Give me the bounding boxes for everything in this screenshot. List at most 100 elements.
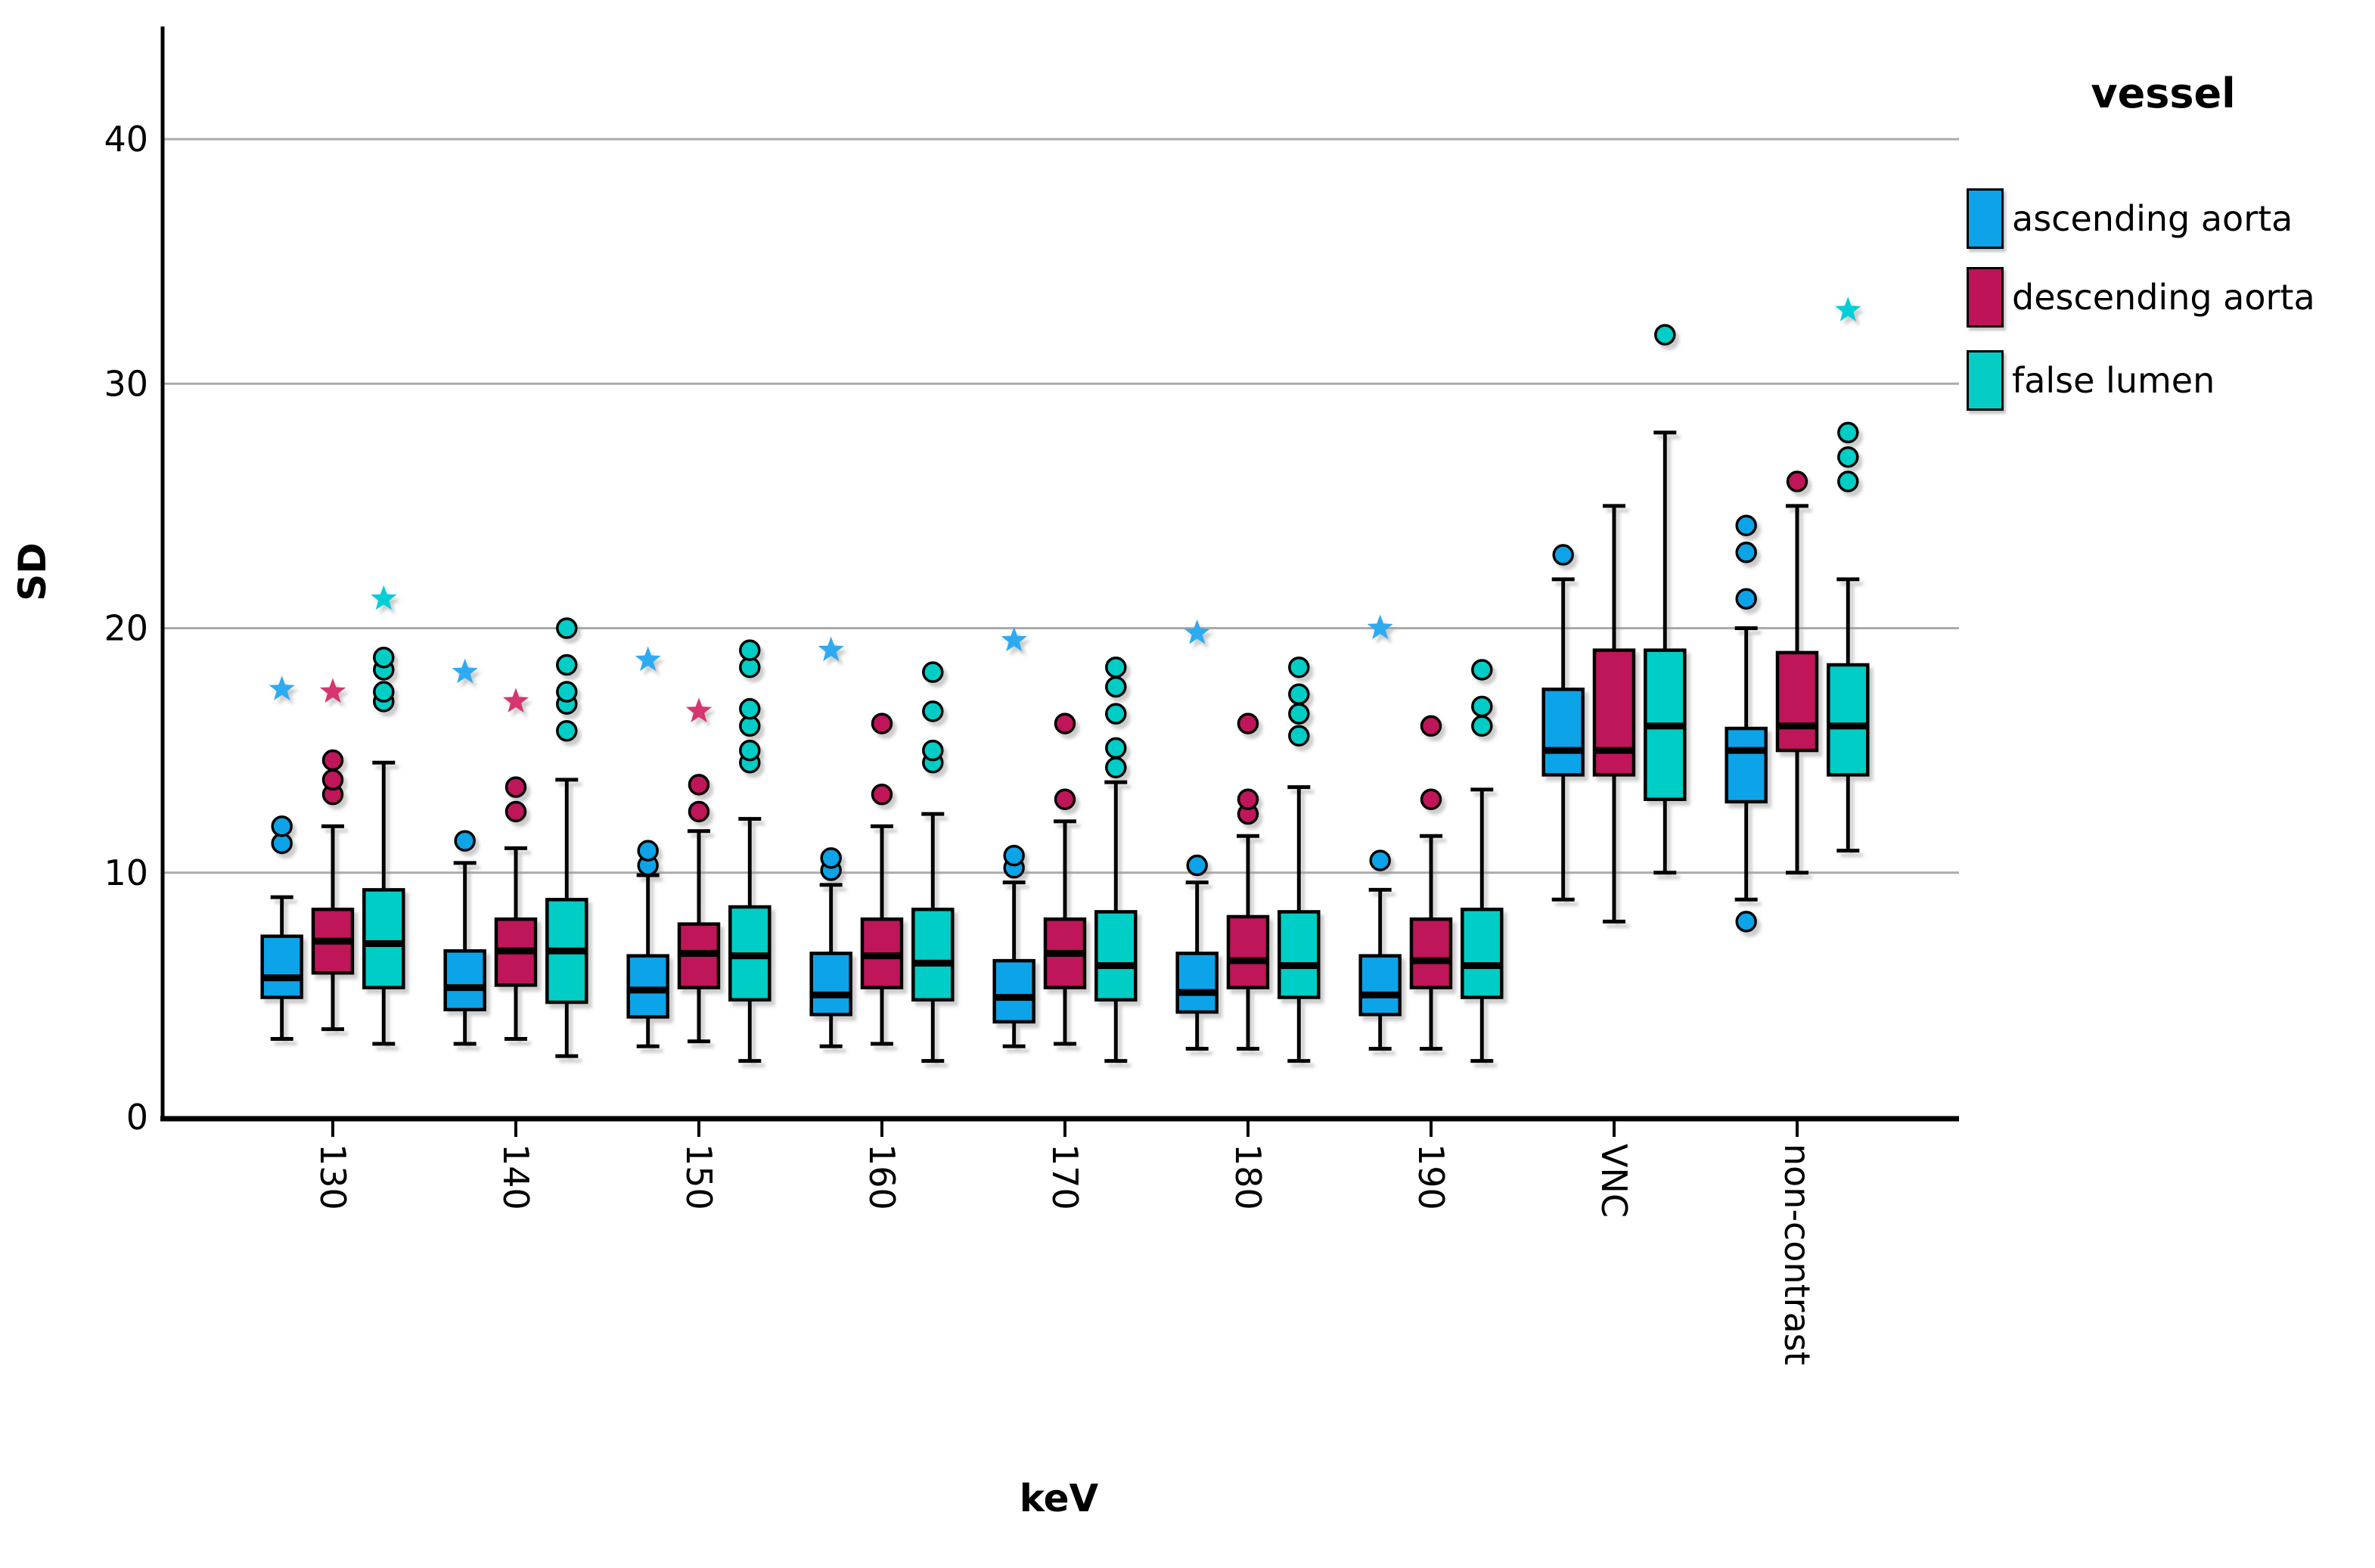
median-line: [1462, 962, 1502, 970]
box-descending-aorta-140: [494, 688, 538, 1042]
outlier-false-lumen-140: [556, 720, 578, 742]
x-tick-label-VNC: VNC: [1594, 1144, 1635, 1218]
outlier-false-lumen-170: [1105, 703, 1127, 725]
iqr-box: [1461, 907, 1504, 999]
iqr-box: [260, 934, 303, 999]
median-line: [628, 986, 668, 994]
median-line: [313, 937, 352, 945]
outlier-false-lumen-160: [922, 739, 944, 762]
box-ascending-aorta-170: [992, 626, 1035, 1048]
median-line: [679, 949, 719, 957]
outlier-false-lumen-160: [922, 700, 944, 722]
outlier-ascending-aorta-140: [454, 830, 476, 852]
iqr-box: [809, 952, 852, 1017]
group-VNC: [1541, 324, 1687, 924]
box-ascending-aorta-160: [809, 636, 852, 1048]
y-tick-label-10: 10: [104, 852, 148, 893]
outlier-false-lumen-180: [1288, 725, 1310, 747]
x-tick-label-170: 170: [1045, 1144, 1085, 1210]
extreme-star-ascending-aorta-180: [1184, 619, 1210, 644]
box-descending-aorta-160: [860, 713, 904, 1046]
outlier-descending-aorta-180: [1237, 713, 1259, 734]
extreme-star-false-lumen-non-contrast: [1835, 297, 1861, 321]
median-line: [1828, 722, 1868, 730]
outlier-false-lumen-non-contrast: [1837, 470, 1859, 492]
outlier-ascending-aorta-non-contrast: [1735, 588, 1757, 610]
outlier-false-lumen-180: [1288, 656, 1310, 678]
x-tick-label-130: 130: [312, 1144, 353, 1210]
box-false-lumen-VNC: [1644, 324, 1687, 875]
group-190: [1358, 614, 1504, 1063]
outlier-ascending-aorta-130: [271, 815, 293, 837]
y-tick-label-40: 40: [104, 119, 148, 160]
outlier-false-lumen-190: [1471, 715, 1493, 737]
legend-swatch-false-lumen: [1967, 350, 2004, 411]
outlier-ascending-aorta-170: [1003, 844, 1025, 867]
iqr-box: [1358, 954, 1402, 1017]
median-line: [1777, 722, 1817, 730]
box-descending-aorta-190: [1409, 715, 1453, 1051]
outlier-false-lumen-180: [1288, 703, 1310, 725]
axes: 0 10 20 30 40 130 140 150 160 170 180 190 VNC non-con…: [104, 26, 1959, 1365]
outlier-descending-aorta-140: [504, 776, 527, 798]
legend-title: vessel: [2091, 70, 2236, 117]
outlier-false-lumen-VNC: [1654, 324, 1676, 346]
outlier-false-lumen-150: [739, 739, 761, 762]
outlier-false-lumen-170: [1105, 675, 1127, 698]
y-tick-label-30: 30: [104, 363, 148, 404]
outlier-false-lumen-non-contrast: [1837, 421, 1859, 444]
outlier-ascending-aorta-150: [637, 840, 659, 862]
box-descending-aorta-VNC: [1592, 504, 1636, 924]
outlier-ascending-aorta-160: [820, 847, 842, 869]
box-ascending-aorta-190: [1358, 614, 1402, 1051]
y-tick-label-0: 0: [126, 1097, 148, 1138]
box-false-lumen-190: [1461, 659, 1504, 1063]
iqr-box: [362, 888, 405, 989]
median-line: [496, 947, 536, 955]
outlier-false-lumen-190: [1471, 659, 1493, 681]
box-false-lumen-150: [728, 639, 771, 1063]
median-line: [730, 952, 770, 960]
median-line: [1228, 957, 1268, 964]
group-non-contrast: [1725, 297, 1870, 933]
outlier-false-lumen-180: [1288, 683, 1310, 706]
median-line: [1645, 722, 1685, 730]
x-tick-label-non-contrast: non-contrast: [1777, 1144, 1818, 1365]
box-false-lumen-130: [362, 585, 405, 1046]
legend-swatch-ascending-aorta: [1967, 188, 2004, 249]
iqr-box: [626, 954, 669, 1019]
y-axis-title: SD: [11, 542, 54, 601]
median-line: [1045, 949, 1085, 957]
box-descending-aorta-170: [1043, 713, 1087, 1046]
box-false-lumen-170: [1094, 656, 1138, 1063]
extreme-star-ascending-aorta-190: [1367, 614, 1393, 640]
median-line: [1543, 747, 1583, 754]
outlier-descending-aorta-160: [871, 713, 893, 734]
outlier-false-lumen-140: [556, 654, 578, 676]
median-line: [1177, 989, 1217, 996]
iqr-box: [1278, 910, 1321, 999]
iqr-box: [992, 958, 1035, 1024]
outlier-descending-aorta-130: [321, 768, 344, 791]
x-tick-label-180: 180: [1228, 1144, 1268, 1210]
box-descending-aorta-130: [311, 678, 355, 1032]
median-line: [1411, 957, 1451, 964]
median-line: [811, 991, 851, 998]
x-tick-label-140: 140: [495, 1144, 536, 1210]
group-180: [1175, 619, 1321, 1063]
group-150: [626, 639, 771, 1063]
extreme-star-ascending-aorta-160: [818, 636, 844, 662]
outlier-descending-aorta-160: [871, 784, 893, 806]
legend-item-label: descending aorta: [2012, 277, 2315, 318]
iqr-box: [1175, 952, 1219, 1014]
outlier-false-lumen-130: [373, 681, 395, 703]
iqr-box: [1094, 910, 1138, 1002]
legend-item-descending-aorta: descending aorta: [1967, 267, 2315, 328]
iqr-box: [1725, 726, 1768, 804]
outlier-ascending-aorta-non-contrast: [1735, 514, 1757, 536]
outlier-false-lumen-140: [556, 617, 578, 639]
outlier-descending-aorta-180: [1237, 788, 1259, 811]
outlier-descending-aorta-190: [1420, 788, 1442, 811]
box-ascending-aorta-140: [443, 658, 486, 1046]
